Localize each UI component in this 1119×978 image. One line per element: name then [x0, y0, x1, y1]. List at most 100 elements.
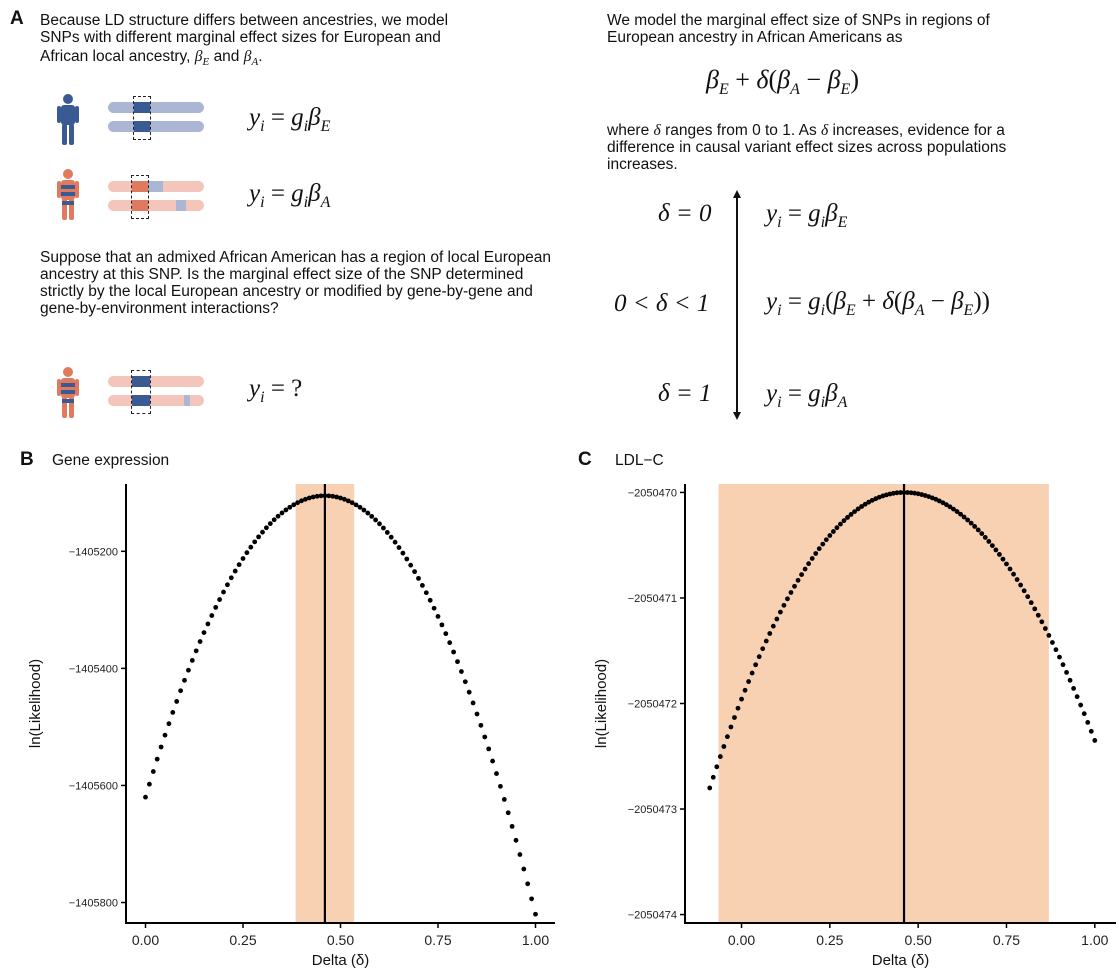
confidence-interval-band — [718, 484, 1049, 923]
data-point — [186, 667, 191, 673]
data-point — [813, 551, 819, 556]
data-point — [1053, 647, 1059, 653]
data-point — [178, 688, 184, 694]
data-point — [318, 493, 324, 499]
data-point — [501, 797, 507, 802]
data-point — [334, 494, 339, 500]
data-point — [369, 513, 375, 519]
data-point — [816, 546, 822, 552]
data-point — [447, 640, 453, 646]
intro-line-2: SNPs with different marginal effect size… — [40, 29, 441, 46]
model-text: We model the marginal effect size of SNP… — [607, 12, 1107, 46]
data-point — [143, 794, 148, 800]
chart-gene-expression: 0.00 0.25 0.50 0.75 1.00 −1405200 −1405400 −140… — [27, 484, 555, 969]
data-point — [189, 657, 195, 663]
panel-label-b: B — [20, 449, 34, 470]
y-tick-label: −1405800 — [69, 898, 118, 910]
data-point — [244, 550, 250, 556]
data-point — [1007, 566, 1013, 572]
data-point — [838, 521, 843, 527]
data-point — [965, 517, 971, 523]
data-point — [767, 631, 773, 636]
data-point — [260, 529, 265, 535]
x-tick-label: 0.75 — [424, 932, 451, 948]
data-point — [1025, 594, 1031, 600]
data-point — [201, 630, 207, 636]
data-point — [781, 602, 787, 608]
data-point — [490, 758, 495, 764]
data-point — [338, 495, 343, 501]
data-point — [830, 529, 836, 534]
admixed-chromosome-2 — [108, 395, 204, 406]
data-point — [707, 785, 713, 791]
data-point — [427, 597, 433, 603]
data-point — [1028, 600, 1034, 606]
data-point — [509, 823, 515, 829]
data-point — [951, 506, 956, 512]
data-point — [228, 575, 234, 581]
equation-unknown: yi = ? — [249, 375, 303, 406]
data-point — [482, 734, 488, 740]
data-point — [306, 495, 312, 501]
data-point — [529, 896, 534, 902]
data-point — [954, 509, 960, 514]
data-point — [1092, 738, 1098, 743]
data-point — [330, 493, 336, 499]
data-point — [314, 493, 320, 499]
data-point — [968, 520, 974, 526]
data-point — [459, 669, 464, 674]
data-point — [342, 496, 347, 502]
data-point — [388, 534, 394, 540]
data-point — [205, 621, 211, 627]
data-point — [182, 677, 187, 683]
chart-b-title: Gene expression — [52, 452, 170, 469]
data-point — [197, 639, 203, 644]
where-text-1: where — [607, 122, 650, 139]
admixed-chromosome-1 — [108, 376, 204, 387]
data-point — [326, 493, 332, 499]
panel-label-a: A — [10, 8, 24, 29]
data-point — [533, 911, 538, 917]
data-point — [361, 507, 367, 513]
data-point — [158, 744, 164, 750]
x-tick-label: 0.50 — [905, 932, 932, 948]
delta-symbol: δ — [821, 122, 829, 139]
data-point — [845, 515, 850, 520]
data-point — [753, 662, 759, 668]
data-point — [912, 490, 918, 496]
data-point — [809, 556, 815, 561]
data-point — [774, 616, 780, 622]
outcome-delta-mid: yi = gi(βE + δ(βA − βE)) — [766, 288, 990, 319]
data-point — [792, 583, 797, 589]
data-point — [236, 562, 242, 568]
y-axis-label: ln(Likelihood) — [593, 659, 610, 748]
data-point — [474, 711, 480, 717]
data-point — [435, 614, 441, 619]
data-point — [827, 533, 833, 538]
data-point — [859, 504, 865, 509]
intro-line-3: African local ancestry, βE and βA. — [40, 48, 263, 69]
data-point — [271, 517, 277, 523]
data-point — [1088, 728, 1094, 734]
data-point — [275, 513, 281, 519]
data-point — [908, 490, 914, 496]
beta-e-symbol: βE — [194, 48, 210, 69]
model-line-1: We model the marginal effect size of SNP… — [607, 12, 990, 29]
intro-line-1: Because LD structure differs between anc… — [40, 12, 449, 29]
y-tick-label: −2050470 — [628, 487, 677, 499]
data-point — [891, 490, 896, 496]
data-point — [1032, 606, 1038, 612]
data-point — [975, 527, 981, 533]
data-point — [1035, 612, 1041, 618]
data-point — [217, 597, 223, 602]
data-point — [431, 605, 437, 611]
data-point — [1021, 588, 1027, 594]
data-point — [373, 517, 378, 523]
data-point — [353, 502, 359, 508]
y-tick-label: −2050474 — [628, 910, 677, 922]
data-point — [1074, 694, 1080, 700]
x-tick-label: 0.00 — [132, 932, 159, 948]
data-point — [739, 696, 744, 702]
data-point — [855, 506, 861, 512]
data-point — [439, 622, 445, 628]
